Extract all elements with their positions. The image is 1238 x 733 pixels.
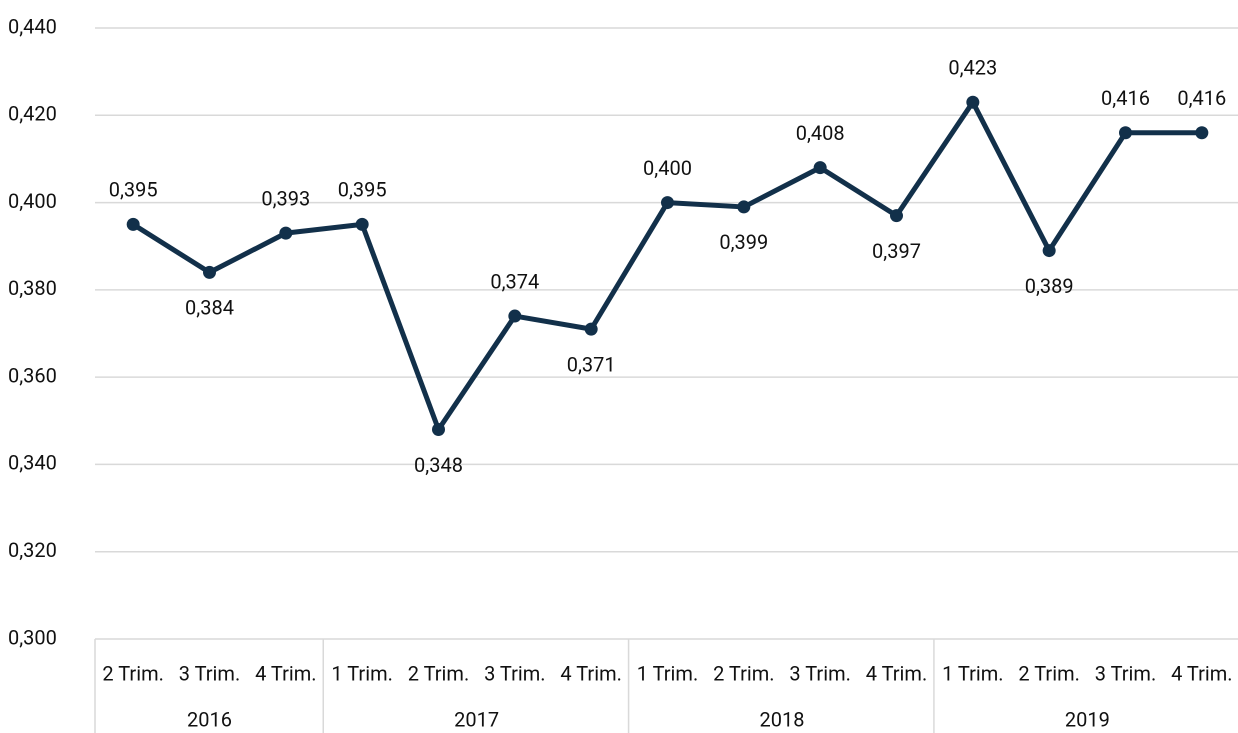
y-tick-label: 0,400 [8, 189, 57, 213]
x-tick-label: 2 Trim. [713, 661, 774, 685]
y-tick-label: 0,380 [8, 276, 57, 300]
y-tick-label: 0,420 [8, 102, 57, 126]
x-tick-label: 1 Trim. [331, 661, 392, 685]
data-label: 0,395 [338, 178, 387, 202]
data-label: 0,397 [872, 239, 921, 263]
point [966, 95, 980, 109]
y-tick-label: 0,300 [8, 625, 57, 649]
x-tick-label: 4 Trim. [866, 661, 927, 685]
x-tick-label: 4 Trim. [1171, 661, 1232, 685]
x-tick-label: 2 Trim. [1018, 661, 1079, 685]
x-tick-label: 3 Trim. [179, 661, 240, 685]
y-tick-label: 0,360 [8, 363, 57, 387]
x-tick-label: 4 Trim. [255, 661, 316, 685]
point [1119, 126, 1132, 140]
y-tick-label: 0,340 [8, 451, 57, 475]
data-label: 0,374 [490, 269, 539, 293]
data-label: 0,348 [414, 453, 463, 477]
data-label: 0,400 [643, 156, 692, 180]
point [661, 196, 674, 210]
point [584, 322, 598, 336]
point [1195, 126, 1209, 140]
point [279, 226, 293, 240]
data-label: 0,395 [109, 178, 158, 202]
point [432, 423, 445, 437]
y-tick-label: 0,440 [8, 14, 57, 38]
x-tick-label: 3 Trim. [1095, 661, 1156, 685]
x-tick-label: 2 Trim. [408, 661, 469, 685]
point [1042, 244, 1056, 258]
data-label: 0,399 [719, 230, 768, 254]
x-tick-label: 1 Trim. [637, 661, 698, 685]
data-label: 0,416 [1177, 86, 1226, 110]
data-label: 0,393 [261, 186, 310, 210]
group-label: 2017 [454, 707, 499, 731]
line [131, 99, 1202, 433]
x-tick-label: 1 Trim. [942, 661, 1003, 685]
data-label: 0,389 [1025, 274, 1074, 298]
data-label: 0,384 [185, 296, 234, 320]
point [737, 200, 751, 214]
point [813, 161, 827, 175]
x-tick-label: 4 Trim. [560, 661, 621, 685]
data-label: 0,371 [567, 352, 616, 376]
point [126, 217, 140, 231]
y-tick-label: 0,320 [8, 538, 57, 562]
group-label: 2018 [760, 707, 805, 731]
x-tick-label: 3 Trim. [484, 661, 545, 685]
point [355, 217, 369, 231]
data-label: 0,408 [796, 121, 845, 145]
group-label: 2016 [187, 707, 232, 731]
x-tick-label: 2 Trim. [102, 661, 163, 685]
point [508, 309, 522, 323]
point [203, 265, 216, 279]
x-tick-label: 3 Trim. [789, 661, 850, 685]
data-label: 0,416 [1101, 86, 1150, 110]
group-label: 2019 [1065, 707, 1110, 731]
point [890, 209, 903, 223]
data-label: 0,423 [948, 55, 997, 79]
